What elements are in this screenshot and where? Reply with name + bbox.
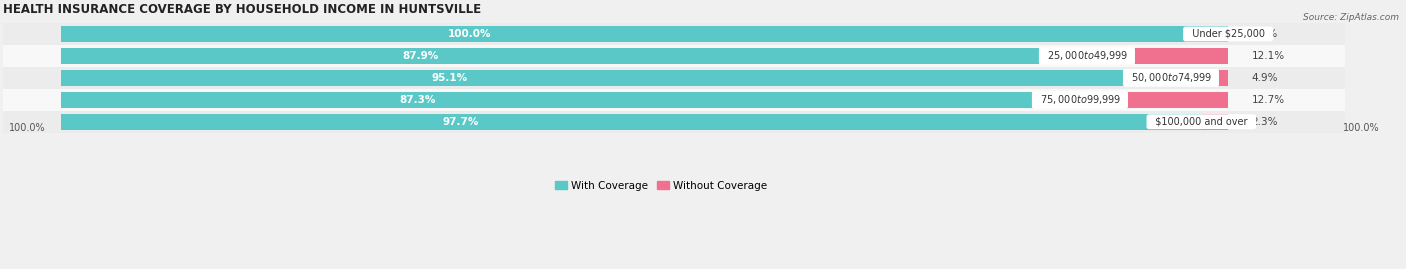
Text: 0.0%: 0.0% (1251, 29, 1278, 39)
Text: 100.0%: 100.0% (8, 123, 45, 133)
Text: Source: ZipAtlas.com: Source: ZipAtlas.com (1303, 13, 1399, 22)
Bar (3, 89, 1346, 111)
Bar (1080, 92, 1229, 108)
Bar (60, 92, 1080, 108)
Bar (60, 26, 1229, 42)
Text: HEALTH INSURANCE COVERAGE BY HOUSEHOLD INCOME IN HUNTSVILLE: HEALTH INSURANCE COVERAGE BY HOUSEHOLD I… (3, 3, 481, 16)
Text: 2.3%: 2.3% (1251, 117, 1278, 127)
Text: Under $25,000: Under $25,000 (1185, 29, 1271, 39)
Text: 87.9%: 87.9% (402, 51, 439, 61)
Text: 12.7%: 12.7% (1251, 95, 1285, 105)
Text: $100,000 and over: $100,000 and over (1149, 117, 1254, 127)
Bar (60, 70, 1171, 86)
Bar (60, 114, 1201, 130)
Text: 97.7%: 97.7% (441, 117, 478, 127)
Text: 100.0%: 100.0% (1343, 123, 1379, 133)
Bar (1201, 114, 1229, 130)
Legend: With Coverage, Without Coverage: With Coverage, Without Coverage (550, 176, 772, 195)
Text: $50,000 to $74,999: $50,000 to $74,999 (1125, 71, 1216, 84)
Text: 100.0%: 100.0% (449, 29, 491, 39)
Bar (1171, 70, 1229, 86)
Text: 4.9%: 4.9% (1251, 73, 1278, 83)
Bar (1087, 48, 1229, 64)
Text: $25,000 to $49,999: $25,000 to $49,999 (1042, 49, 1133, 62)
Text: 95.1%: 95.1% (432, 73, 468, 83)
Bar (60, 48, 1087, 64)
Bar (3, 45, 1346, 67)
Bar (3, 67, 1346, 89)
Bar (3, 23, 1346, 45)
Text: 87.3%: 87.3% (399, 95, 436, 105)
Bar (3, 111, 1346, 133)
Text: $75,000 to $99,999: $75,000 to $99,999 (1035, 93, 1126, 106)
Text: 12.1%: 12.1% (1251, 51, 1285, 61)
